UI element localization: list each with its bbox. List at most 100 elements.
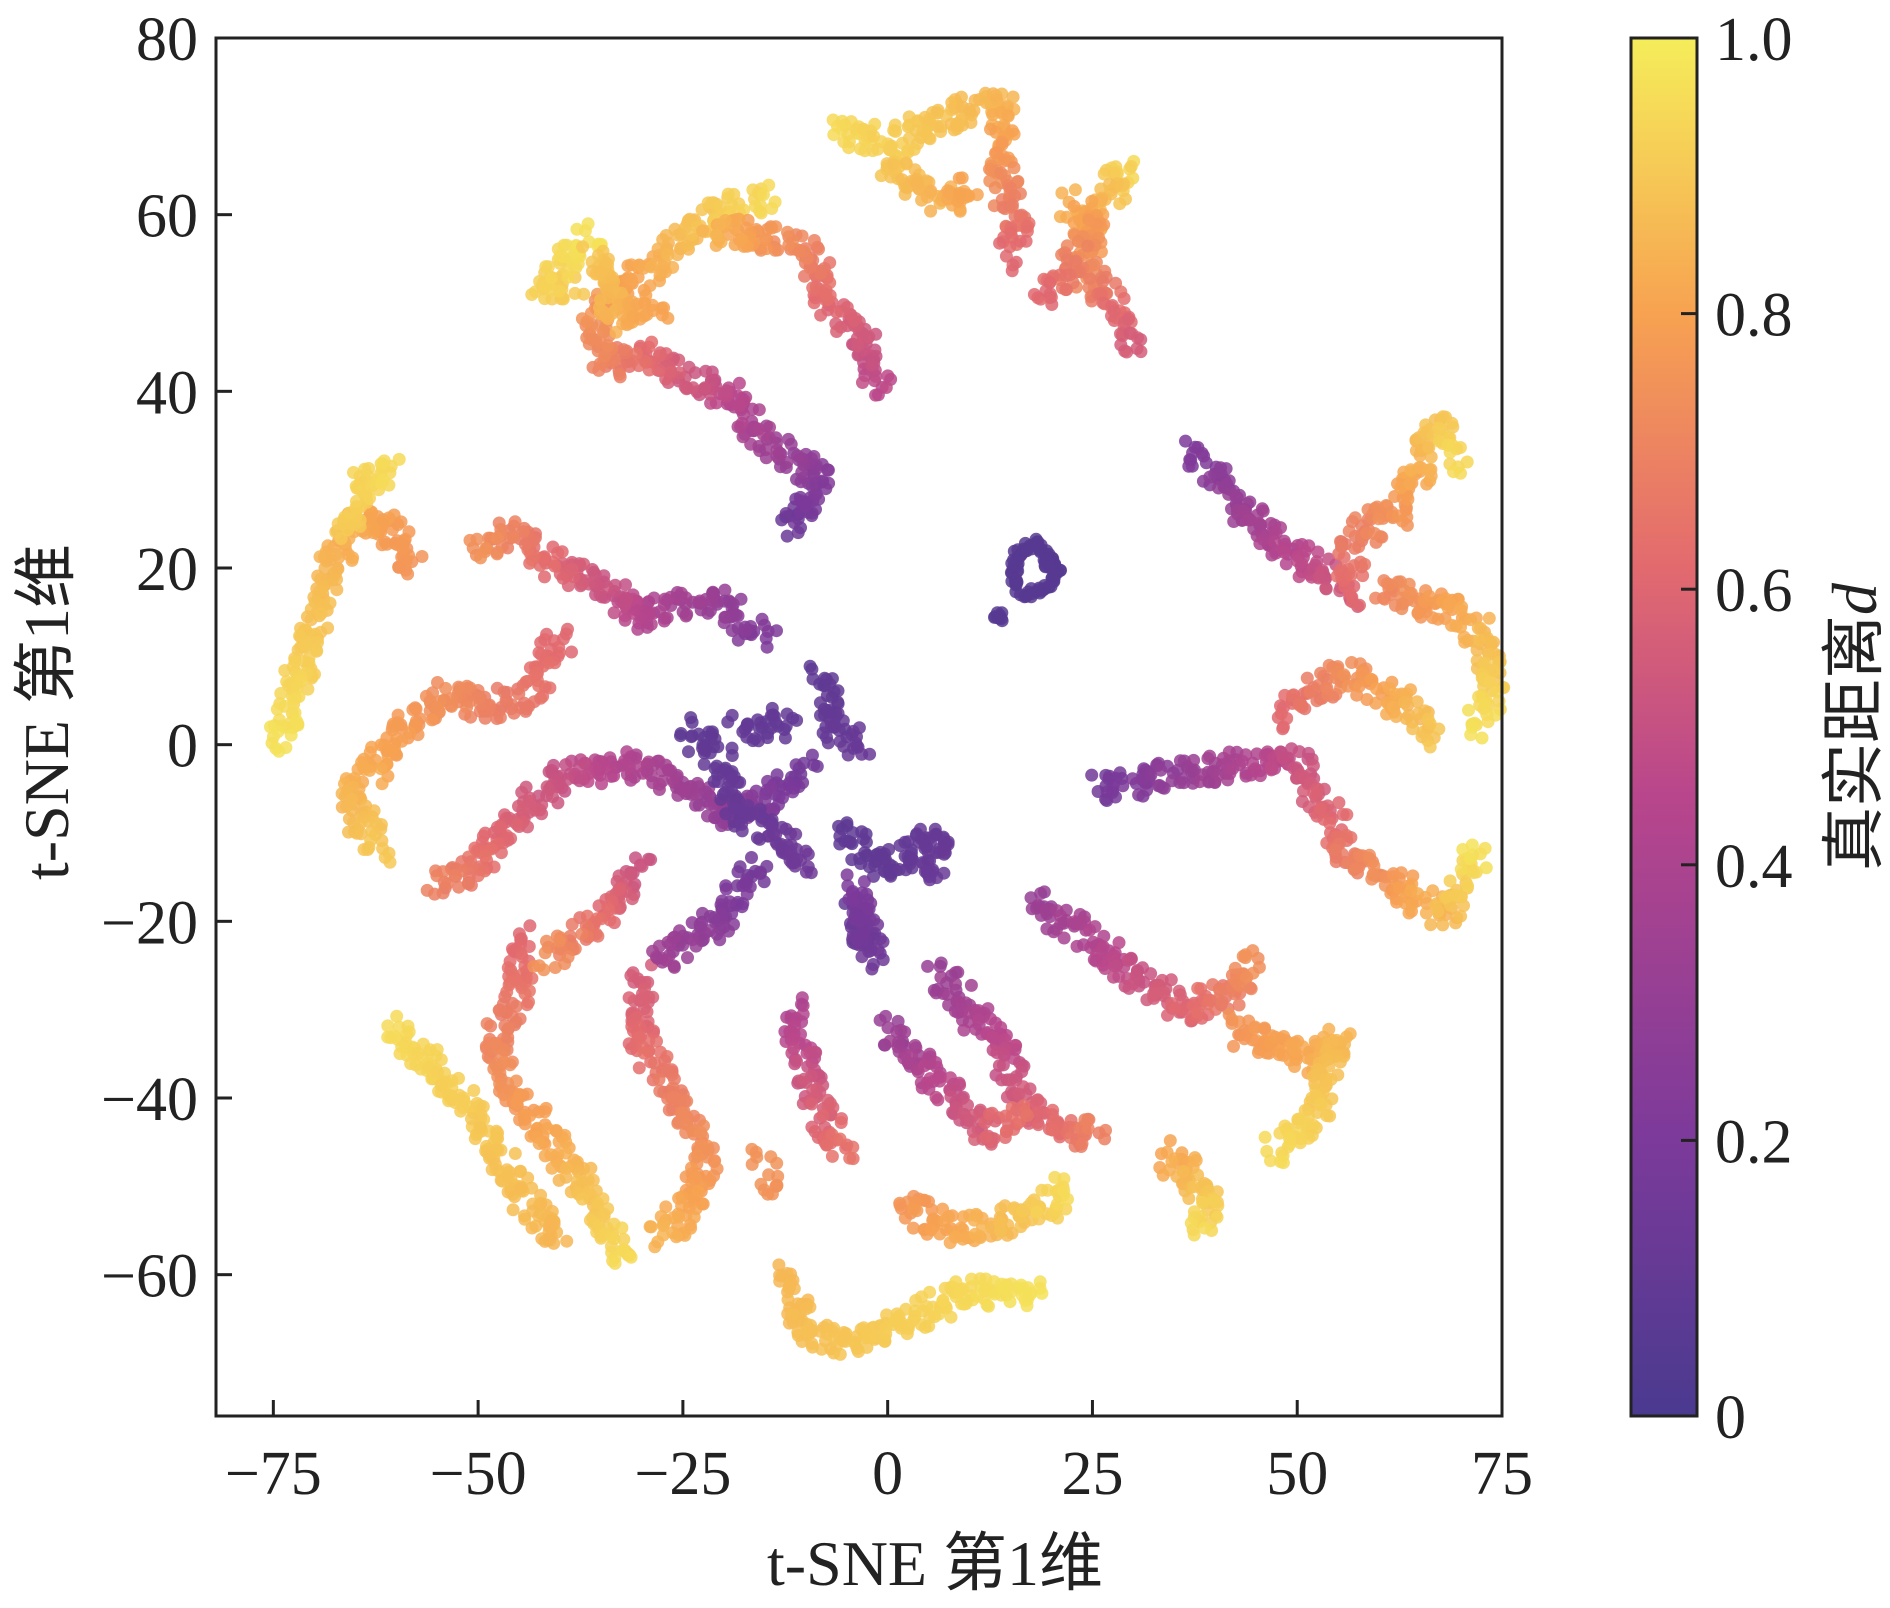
scatter-point <box>1075 1137 1089 1151</box>
scatter-point <box>363 763 377 777</box>
scatter-point <box>762 178 776 192</box>
scatter-point <box>299 639 312 653</box>
scatter-point <box>957 1023 971 1037</box>
scatter-point <box>541 1233 554 1247</box>
scatter-point <box>377 454 391 468</box>
scatter-point <box>733 775 747 789</box>
scatter-point <box>1229 490 1243 504</box>
scatter-point <box>1367 859 1381 873</box>
scatter-point <box>789 758 803 772</box>
scatter-point <box>776 791 789 805</box>
scatter-point <box>845 886 859 900</box>
scatter-point <box>736 725 750 739</box>
scatter-point <box>1478 698 1492 712</box>
scatter-point <box>1489 708 1503 722</box>
scatter-point <box>278 664 292 677</box>
scatter-point <box>1348 862 1362 876</box>
scatter-point <box>833 1347 847 1361</box>
scatter-point <box>528 803 542 817</box>
scatter-point <box>559 1146 573 1160</box>
scatter-point <box>648 257 662 271</box>
scatter-point <box>508 1147 522 1160</box>
scatter-point <box>1276 751 1290 765</box>
scatter-point <box>1313 570 1327 584</box>
scatter-point <box>645 335 659 349</box>
scatter-point <box>1319 581 1333 595</box>
scatter-point <box>510 1096 524 1110</box>
scatter-point <box>518 537 532 551</box>
scatter-point <box>1462 703 1475 717</box>
scatter-point <box>1121 953 1135 967</box>
scatter-point <box>1198 1221 1212 1235</box>
scatter-point <box>490 547 504 561</box>
scatter-point <box>622 991 636 1005</box>
scatter-point <box>289 714 303 728</box>
scatter-point <box>1222 745 1236 759</box>
scatter-point <box>313 550 327 564</box>
scatter-point <box>538 1105 552 1119</box>
scatter-point <box>857 875 871 889</box>
scatter-point <box>725 198 739 212</box>
scatter-point <box>648 1240 662 1254</box>
scatter-point <box>713 218 727 232</box>
scatter-point <box>732 376 746 390</box>
scatter-point <box>330 573 343 586</box>
scatter-point <box>1187 753 1201 767</box>
scatter-point <box>1099 1123 1112 1137</box>
scatter-point <box>1479 861 1493 875</box>
scatter-point <box>272 744 286 758</box>
scatter-point <box>752 403 766 417</box>
scatter-point <box>815 1342 829 1356</box>
scatter-point <box>917 1059 931 1073</box>
scatter-point <box>575 1192 589 1206</box>
scatter-point <box>1232 998 1246 1012</box>
scatter-point <box>658 611 672 625</box>
scatter-point <box>1405 897 1419 911</box>
scatter-point <box>964 116 978 129</box>
scatter-point <box>390 1009 404 1023</box>
scatter-point <box>364 833 378 847</box>
scatter-point <box>1228 961 1242 975</box>
scatter-point <box>856 376 869 389</box>
scatter-point <box>548 961 562 974</box>
scatter-point <box>704 396 718 410</box>
scatter-point <box>986 108 1000 122</box>
scatter-point <box>1039 284 1053 298</box>
scatter-point <box>799 499 813 513</box>
scatter-point <box>893 1198 907 1212</box>
scatter-point <box>999 249 1013 263</box>
scatter-point <box>905 851 919 865</box>
scatter-point <box>1238 1032 1251 1046</box>
scatter-point <box>1264 761 1278 775</box>
scatter-point <box>1083 271 1097 285</box>
scatter-point <box>1474 621 1487 635</box>
scatter-point <box>607 606 621 620</box>
scatter-point <box>1008 1038 1022 1052</box>
scatter-point <box>1144 768 1158 782</box>
scatter-point <box>1085 194 1099 208</box>
scatter-point <box>910 1204 924 1218</box>
scatter-point <box>1059 283 1073 296</box>
scatter-point <box>849 736 863 750</box>
scatter-point <box>941 184 955 198</box>
scatter-point <box>846 1140 860 1154</box>
scatter-point <box>655 308 669 322</box>
scatter-point <box>1007 161 1021 175</box>
scatter-point <box>1012 1087 1026 1101</box>
scatter-point <box>682 360 696 374</box>
scatter-point <box>601 339 615 353</box>
scatter-point <box>952 1285 966 1299</box>
scatter-point <box>862 330 876 344</box>
scatter-point <box>548 559 562 573</box>
scatter-point <box>678 380 692 394</box>
scatter-point <box>718 583 732 597</box>
scatter-point <box>430 869 444 883</box>
scatter-point <box>383 855 397 869</box>
scatter-point <box>1454 603 1468 617</box>
scatter-point <box>570 1174 584 1188</box>
scatter-point <box>1210 1210 1224 1224</box>
scatter-point <box>620 745 634 759</box>
scatter-point <box>1432 722 1446 736</box>
scatter-point <box>738 876 752 890</box>
scatter-point <box>526 1204 540 1218</box>
